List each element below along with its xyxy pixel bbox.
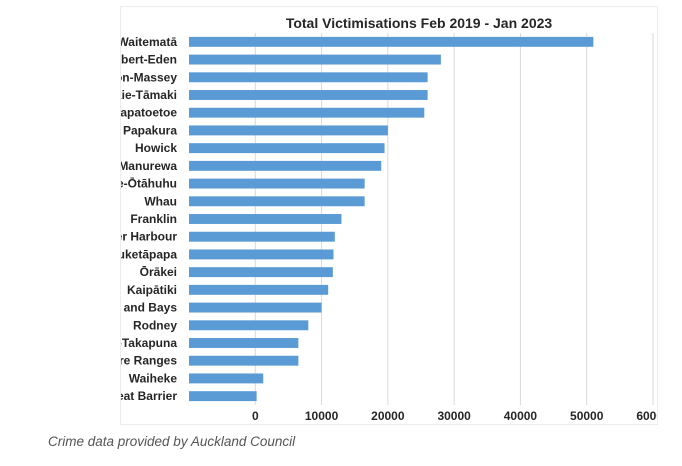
category-label: Papakura (123, 123, 177, 137)
bar (189, 373, 264, 384)
bar (189, 90, 428, 100)
bar (189, 267, 333, 278)
x-tick-label: 20000 (371, 409, 405, 423)
category-label: Howick (135, 141, 177, 155)
x-tick-label: 60000 (636, 409, 657, 423)
bar-chart: Total Victimisations Feb 2019 - Jan 2023… (121, 15, 657, 423)
x-tick-labels: 0 10000 20000 30000 40000 50000 60000 (252, 409, 657, 423)
bar (189, 355, 299, 366)
bar (189, 143, 385, 154)
x-tick-label: 50000 (570, 409, 604, 423)
category-label: Franklin (130, 212, 177, 226)
x-tick-label: 30000 (437, 409, 471, 423)
category-label: Henderson-Massey (121, 70, 177, 84)
bar (189, 338, 299, 348)
bar (189, 72, 428, 83)
category-label: Waitakere Ranges (121, 354, 177, 368)
bar (189, 302, 322, 313)
category-label: Puketāpapa (121, 247, 177, 261)
bar (189, 284, 329, 295)
bar (189, 178, 365, 189)
category-label: Waitematā (121, 35, 177, 49)
bar (189, 125, 388, 136)
bar (189, 214, 342, 224)
category-label: Maungakiekie-Tāmaki (121, 88, 177, 102)
category-label: Rodney (133, 318, 177, 332)
category-label: Aotea / Great Barrier (121, 389, 177, 403)
x-tick-label: 40000 (504, 409, 538, 423)
bar (189, 391, 257, 402)
category-label: Māngere-Ōtāhuhu (121, 177, 177, 191)
bar (189, 54, 441, 65)
source-caption: Crime data provided by Auckland Council (48, 434, 296, 449)
x-tick-label: 10000 (305, 409, 339, 423)
chart-frame: Total Victimisations Feb 2019 - Jan 2023… (120, 6, 658, 425)
bar (189, 107, 425, 118)
category-label: Hibiscus and Bays (121, 301, 177, 315)
category-label: Albert-Eden (121, 53, 177, 67)
bar (189, 231, 335, 242)
category-label: Kaipātiki (127, 283, 177, 297)
bars (189, 36, 594, 402)
category-label: Ōrākei (140, 265, 177, 279)
category-label: Whau (144, 194, 177, 208)
category-label: Upper Harbour (121, 230, 177, 244)
bar (189, 320, 309, 331)
bar (189, 160, 382, 171)
bar (189, 196, 365, 207)
chart-title: Total Victimisations Feb 2019 - Jan 2023 (286, 15, 553, 31)
category-label: Devonport-Takapuna (121, 336, 177, 350)
x-tick-label: 0 (252, 409, 259, 423)
category-label: Waiheke (129, 371, 178, 385)
category-label: Manurewa (121, 159, 177, 173)
bar (189, 36, 594, 47)
category-labels: Waitematā Albert-Eden Henderson-Massey Maun… (121, 35, 177, 403)
bar (189, 249, 334, 260)
category-label: Ōtara-Papatoetoe (121, 106, 177, 120)
